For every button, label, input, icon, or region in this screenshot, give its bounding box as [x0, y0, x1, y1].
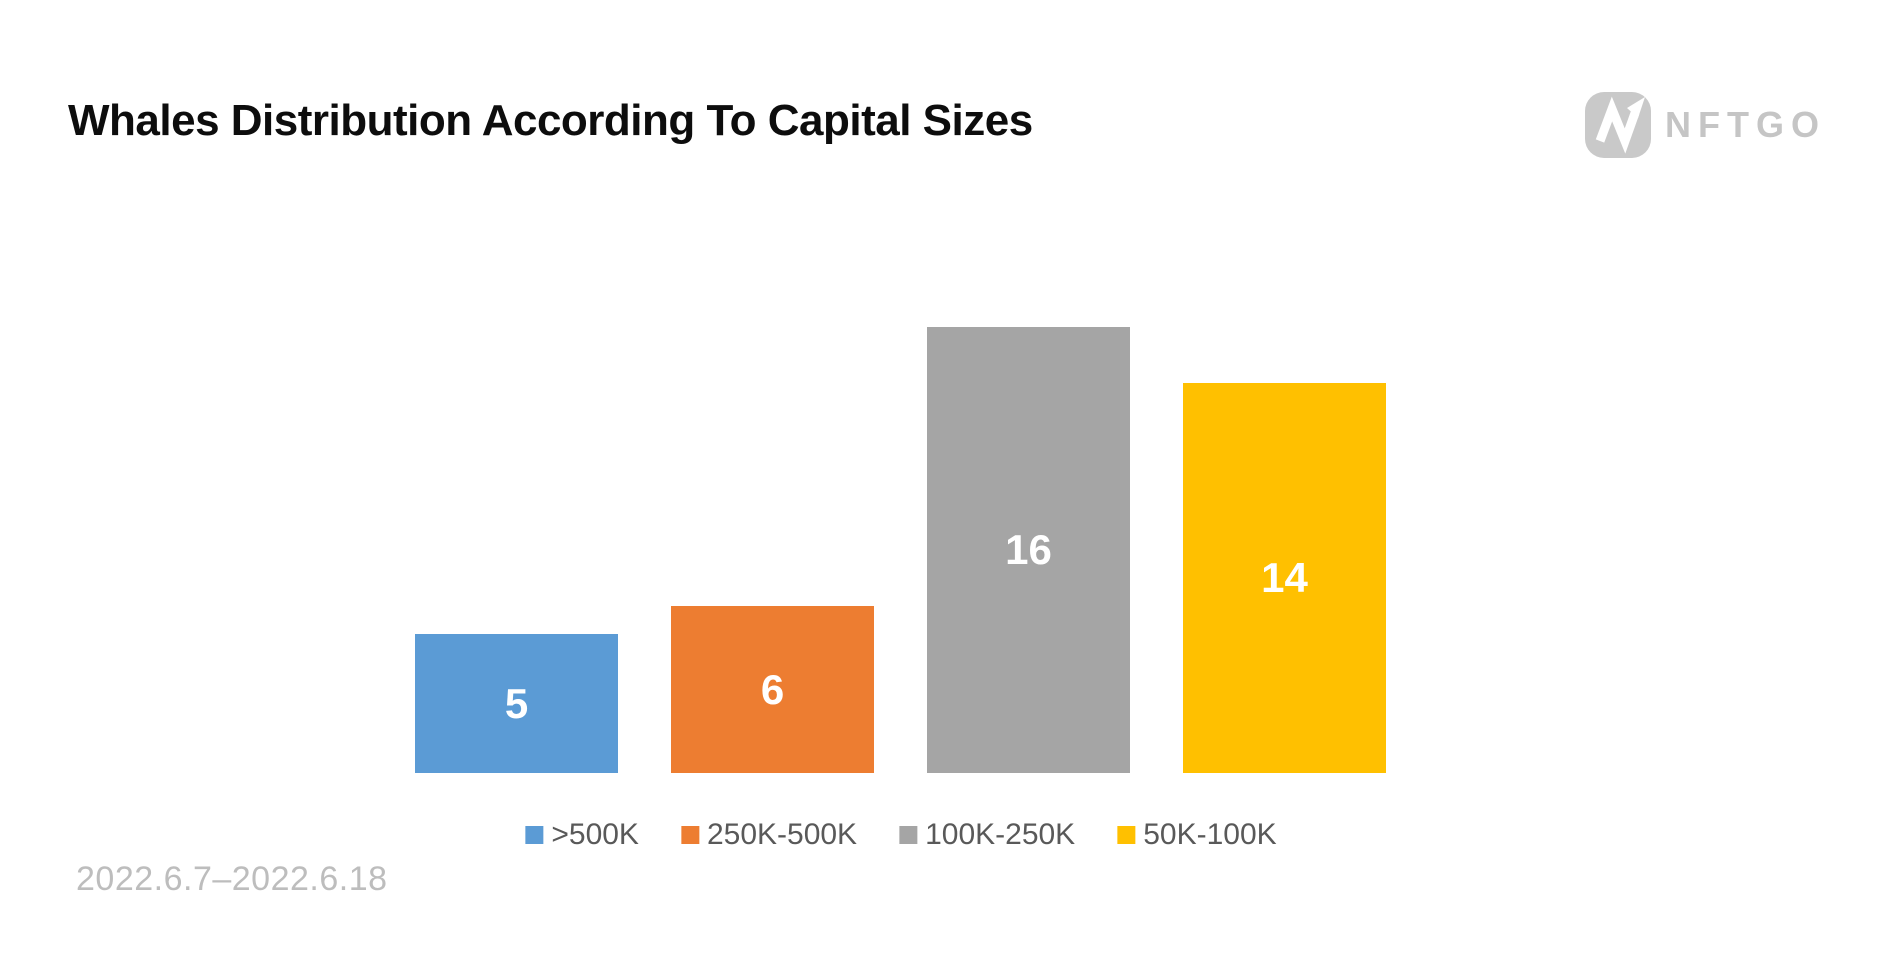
legend-swatch-icon [525, 826, 544, 844]
bar-value-label: 16 [1005, 526, 1052, 573]
legend-label: 100K-250K [925, 818, 1076, 851]
bar-50K-100K: 14 [1183, 383, 1386, 773]
bar-value-label: 14 [1261, 554, 1308, 601]
bar-250K-500K: 6 [671, 606, 874, 773]
chart-legend: >500K 250K-500K 100K-250K 50K-100K [525, 818, 1277, 852]
legend-item-50K-100K: 50K-100K [1117, 818, 1277, 852]
legend-swatch-icon [680, 826, 699, 844]
brand-wordmark: NFTGO [1665, 104, 1826, 145]
legend-item-100K-250K: 100K-250K [899, 818, 1075, 852]
date-range: 2022.6.7–2022.6.18 [76, 860, 388, 898]
bar-100K-250K: 16 [927, 327, 1130, 773]
chart-title: Whales Distribution According To Capital… [68, 96, 1033, 145]
bar-value-label: 6 [760, 665, 785, 713]
legend-swatch-icon [1117, 826, 1136, 844]
bar-value-label: 5 [504, 679, 529, 727]
legend-label: >500K [551, 818, 639, 851]
brand-logo: NFTGO [1585, 92, 1826, 158]
bar->500K: 5 [415, 634, 618, 773]
legend-label: 250K-500K [706, 818, 858, 851]
legend-item-250K-500K: 250K-500K [680, 818, 858, 852]
legend-item->500K: >500K [525, 818, 639, 852]
nftgo-logo-icon [1585, 92, 1651, 158]
legend-swatch-icon [899, 826, 918, 844]
legend-label: 50K-100K [1143, 818, 1277, 851]
